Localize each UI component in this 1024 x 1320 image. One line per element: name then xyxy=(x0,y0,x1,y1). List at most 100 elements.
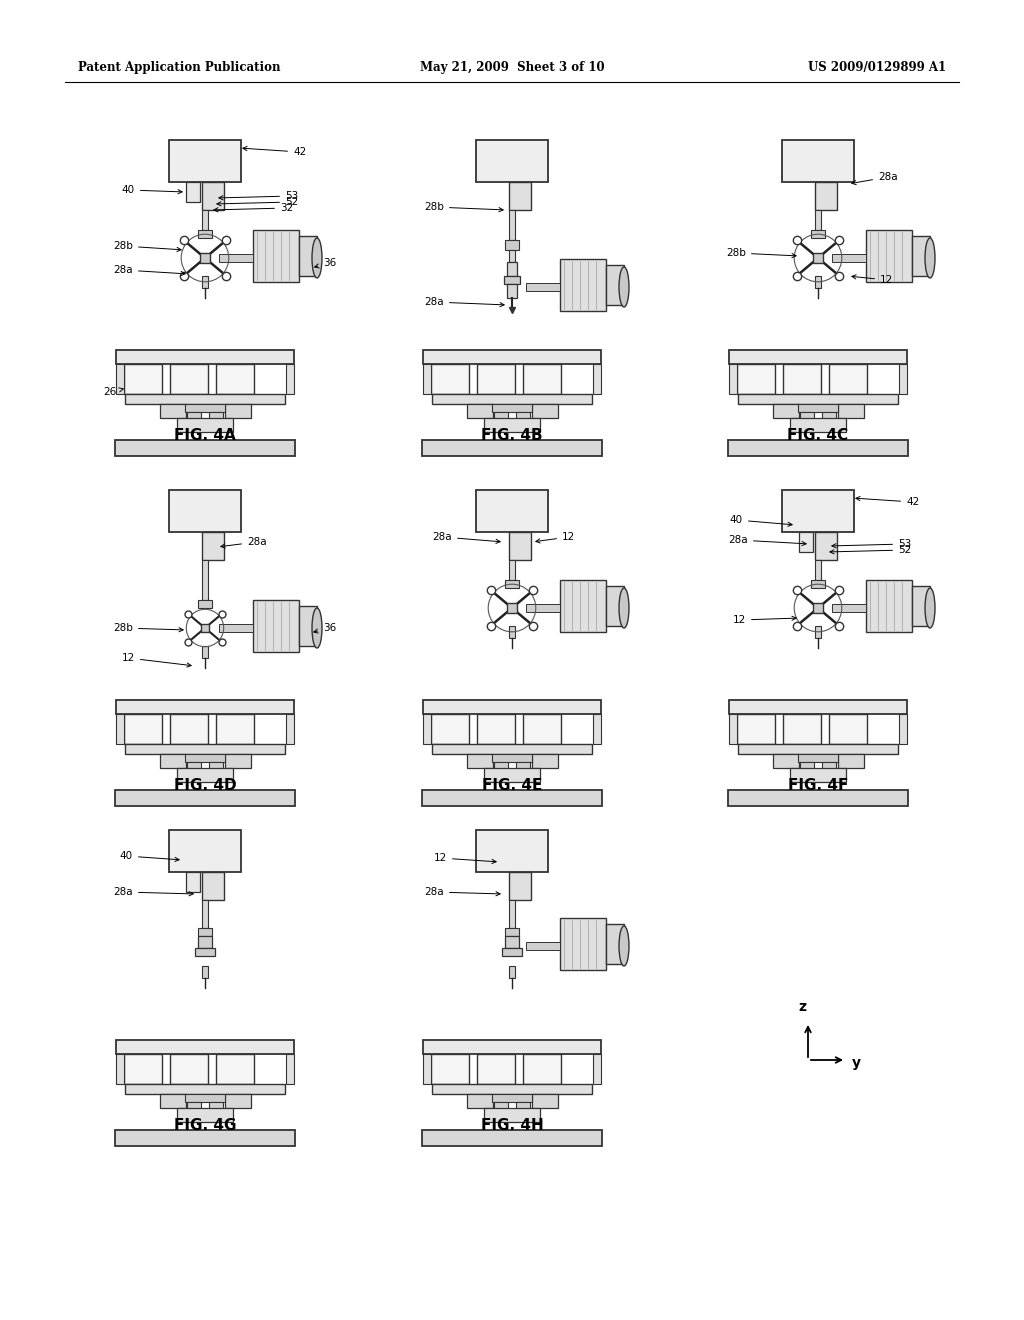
Bar xyxy=(177,768,233,781)
Bar xyxy=(811,579,825,587)
Bar xyxy=(225,404,251,418)
Bar xyxy=(502,948,522,956)
Bar xyxy=(423,714,431,744)
Text: 26: 26 xyxy=(103,387,123,397)
Bar xyxy=(728,440,908,455)
Text: 12: 12 xyxy=(434,853,497,863)
Bar xyxy=(783,714,821,744)
Bar xyxy=(422,1130,602,1146)
Bar xyxy=(516,1102,530,1110)
Bar xyxy=(912,586,930,626)
Text: FIG. 4E: FIG. 4E xyxy=(482,777,542,792)
Bar xyxy=(169,490,241,532)
Bar xyxy=(782,490,854,532)
Bar xyxy=(198,230,212,238)
Bar xyxy=(477,1053,515,1084)
Bar xyxy=(815,210,821,230)
Bar xyxy=(169,830,241,873)
Text: 28a: 28a xyxy=(432,532,500,544)
Bar xyxy=(216,714,254,744)
Bar xyxy=(432,1084,592,1094)
Bar xyxy=(899,714,907,744)
Bar xyxy=(169,140,241,182)
Bar xyxy=(494,1102,508,1110)
Bar xyxy=(116,350,294,364)
Bar xyxy=(505,579,519,587)
Bar xyxy=(467,754,493,768)
Text: 28a: 28a xyxy=(852,172,898,185)
Bar xyxy=(253,230,299,282)
Bar xyxy=(509,900,515,928)
Text: US 2009/0129899 A1: US 2009/0129899 A1 xyxy=(808,62,946,74)
Text: 40: 40 xyxy=(730,515,793,527)
Text: May 21, 2009  Sheet 3 of 10: May 21, 2009 Sheet 3 of 10 xyxy=(420,62,604,74)
Bar xyxy=(593,714,601,744)
Bar xyxy=(507,261,517,276)
Bar xyxy=(160,754,186,768)
Text: 28a: 28a xyxy=(221,537,266,548)
Bar xyxy=(201,624,209,632)
Bar xyxy=(423,1040,601,1053)
Bar xyxy=(504,276,520,284)
Bar xyxy=(116,714,124,744)
Bar xyxy=(813,603,823,612)
Bar xyxy=(509,873,531,900)
Bar xyxy=(476,140,548,182)
Bar xyxy=(116,1053,124,1084)
Bar xyxy=(116,364,124,393)
Bar xyxy=(186,182,200,202)
Bar xyxy=(170,1053,208,1084)
Bar xyxy=(253,601,299,652)
Bar xyxy=(782,140,854,182)
Bar xyxy=(773,754,799,768)
Bar xyxy=(523,714,561,744)
Bar xyxy=(822,762,836,770)
Bar xyxy=(790,418,846,432)
Text: 32: 32 xyxy=(214,203,293,213)
Bar xyxy=(831,605,866,612)
Bar xyxy=(200,253,210,263)
Bar xyxy=(523,364,561,393)
Bar xyxy=(170,714,208,744)
Bar xyxy=(729,700,907,714)
Bar xyxy=(202,532,224,560)
Bar xyxy=(532,404,558,418)
Bar xyxy=(829,364,867,393)
Ellipse shape xyxy=(618,587,629,628)
Ellipse shape xyxy=(925,587,935,628)
Bar xyxy=(185,1094,225,1102)
Bar xyxy=(829,714,867,744)
Bar xyxy=(593,364,601,393)
Bar xyxy=(116,1040,294,1053)
Bar xyxy=(202,276,208,288)
Text: 28b: 28b xyxy=(424,202,503,213)
Bar xyxy=(225,754,251,768)
Bar xyxy=(526,605,560,612)
Bar xyxy=(783,364,821,393)
Bar xyxy=(505,936,519,948)
Bar xyxy=(822,412,836,420)
Bar xyxy=(187,1102,201,1110)
Bar xyxy=(728,789,908,807)
Bar xyxy=(494,412,508,420)
Bar xyxy=(899,364,907,393)
Bar xyxy=(219,624,253,632)
Text: 28b: 28b xyxy=(726,248,796,257)
Bar xyxy=(125,393,285,404)
Bar xyxy=(815,560,821,579)
Bar xyxy=(125,1084,285,1094)
Bar xyxy=(467,1094,493,1107)
Text: 53: 53 xyxy=(831,539,911,549)
Bar xyxy=(507,603,517,612)
Text: 53: 53 xyxy=(219,191,298,201)
Bar xyxy=(185,404,225,412)
Bar xyxy=(202,560,208,601)
Ellipse shape xyxy=(925,238,935,279)
Bar xyxy=(170,364,208,393)
Bar xyxy=(516,412,530,420)
Ellipse shape xyxy=(618,267,629,308)
Ellipse shape xyxy=(618,927,629,966)
Text: 28a: 28a xyxy=(424,297,504,308)
Bar xyxy=(509,966,515,978)
Bar xyxy=(299,236,317,276)
